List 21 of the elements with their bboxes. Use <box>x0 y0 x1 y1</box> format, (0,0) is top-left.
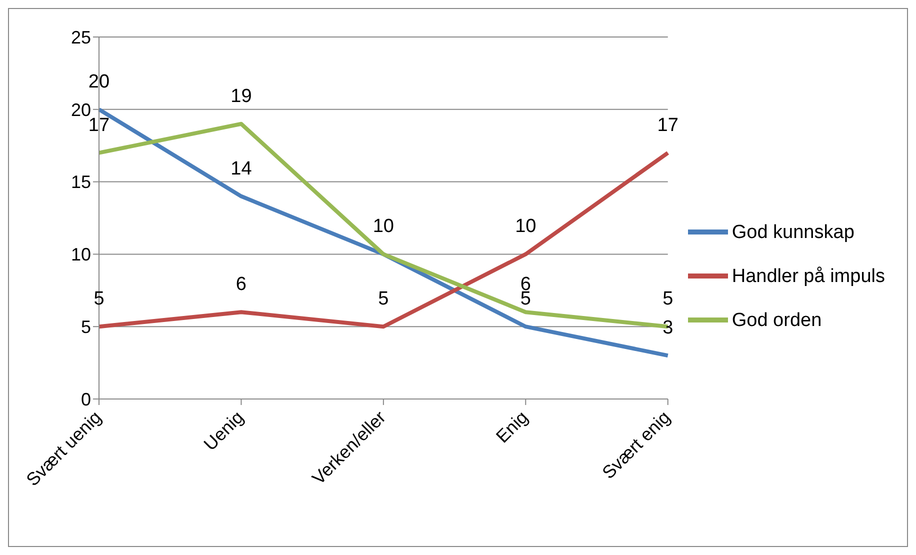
data-label: 5 <box>662 288 674 310</box>
data-label: 10 <box>372 216 394 238</box>
y-tick-label: 0 <box>80 389 91 410</box>
data-label: 5 <box>378 288 389 310</box>
x-tick-label: Enig <box>492 407 532 447</box>
y-tick-label: 20 <box>70 100 91 120</box>
y-tick-label: 5 <box>80 316 91 337</box>
y-tick-label: 25 <box>70 27 91 48</box>
data-label: 6 <box>236 274 247 296</box>
data-label: 17 <box>657 114 678 136</box>
data-label: 5 <box>94 288 104 310</box>
data-label: 3 <box>662 318 674 339</box>
data-label: 17 <box>88 114 110 136</box>
y-tick-label: 15 <box>70 172 91 192</box>
data-label: 19 <box>230 86 252 107</box>
data-label: 14 <box>230 158 252 180</box>
y-tick-label: 10 <box>70 244 91 265</box>
legend-label: God kunnskap <box>732 222 854 242</box>
data-label: 10 <box>515 216 536 238</box>
legend-label: God orden <box>732 310 822 330</box>
legend-label: Handler på impuls <box>732 266 885 286</box>
